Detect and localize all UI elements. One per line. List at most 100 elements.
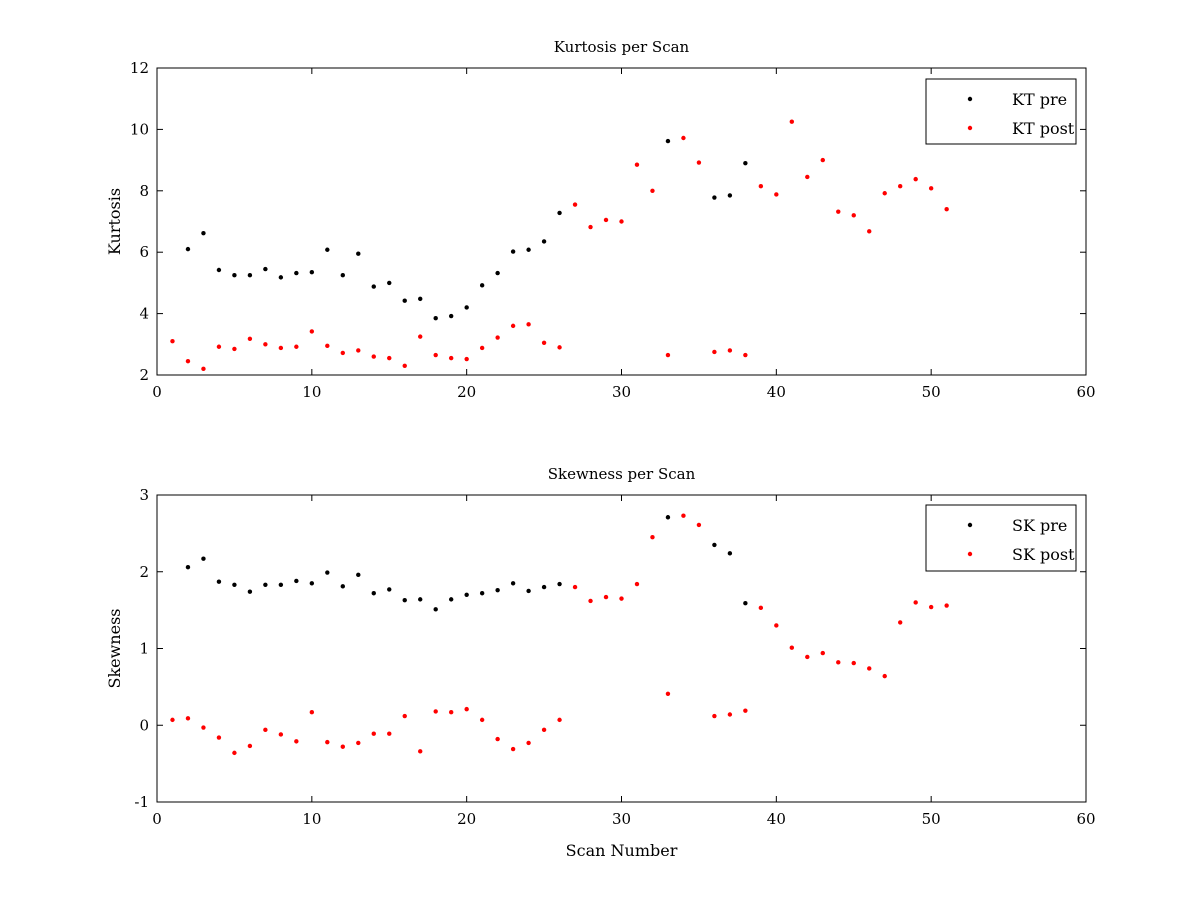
- data-point: [526, 322, 531, 327]
- data-point: [572, 202, 578, 207]
- data-point: [402, 363, 407, 368]
- x-tick-label: 30: [612, 810, 631, 828]
- data-point: [712, 542, 717, 548]
- data-point: [232, 750, 237, 756]
- data-point: [882, 673, 887, 679]
- data-point: [356, 251, 361, 256]
- data-point: [913, 600, 918, 605]
- data-point: [340, 350, 345, 356]
- data-point: [325, 343, 330, 349]
- data-point: [294, 344, 299, 349]
- data-point: [387, 280, 392, 286]
- data-point: [510, 323, 516, 329]
- legend-entry: SK post: [1012, 545, 1075, 564]
- legend-entry: SK pre: [1012, 516, 1067, 535]
- data-point: [294, 739, 299, 744]
- data-point: [928, 186, 934, 191]
- data-point: [526, 247, 531, 252]
- data-point: [588, 598, 593, 604]
- data-point: [309, 329, 315, 334]
- data-point: [232, 582, 237, 587]
- legend-box: [925, 78, 1077, 145]
- y-tick-label: -1: [134, 793, 149, 811]
- data-point: [371, 354, 376, 359]
- data-point: [371, 284, 376, 289]
- data-point: [944, 207, 949, 212]
- data-point: [232, 273, 237, 278]
- data-point: [201, 556, 206, 561]
- y-tick-label: 12: [130, 59, 149, 77]
- data-point: [433, 709, 438, 714]
- data-point: [402, 298, 407, 303]
- data-point: [201, 725, 206, 730]
- data-point: [495, 270, 500, 276]
- data-point: [402, 597, 407, 603]
- data-point: [263, 727, 268, 733]
- data-point: [278, 275, 284, 280]
- data-point: [665, 515, 671, 520]
- data-point: [557, 345, 562, 350]
- data-point: [681, 513, 686, 518]
- data-point: [247, 743, 253, 749]
- x-tick-label: 20: [457, 383, 476, 401]
- x-tick-label: 60: [1076, 383, 1095, 401]
- data-point: [387, 731, 392, 736]
- data-point: [201, 230, 206, 236]
- data-point: [418, 334, 423, 339]
- data-point: [712, 713, 717, 719]
- data-point: [464, 305, 469, 310]
- y-axis-label: Kurtosis: [105, 188, 124, 255]
- data-point: [712, 195, 717, 200]
- data-point: [448, 710, 454, 715]
- data-point: [418, 597, 423, 602]
- data-point: [433, 316, 438, 321]
- data-point: [774, 623, 779, 628]
- data-point: [526, 740, 531, 746]
- data-point: [727, 348, 733, 353]
- x-tick-label: 50: [922, 383, 941, 401]
- data-point: [278, 582, 284, 587]
- data-point: [170, 339, 175, 344]
- data-point: [743, 352, 748, 358]
- data-point: [665, 691, 671, 696]
- data-point: [913, 176, 918, 182]
- legend: KT pre KT post: [925, 78, 1077, 145]
- data-point: [789, 119, 795, 124]
- legend-marker: [967, 125, 973, 131]
- data-point: [294, 270, 299, 276]
- data-point: [356, 740, 361, 746]
- x-tick-label: 20: [457, 810, 476, 828]
- data-point: [557, 210, 562, 216]
- series-post: [170, 119, 949, 372]
- data-point: [418, 296, 423, 302]
- chart-title: Kurtosis per Scan: [554, 38, 690, 56]
- data-point: [479, 591, 485, 596]
- data-point: [805, 174, 810, 180]
- data-point: [479, 345, 485, 351]
- y-tick-label: 6: [139, 243, 149, 261]
- y-tick-label: 3: [139, 486, 149, 504]
- data-point: [216, 735, 222, 740]
- data-point: [387, 587, 392, 592]
- data-point: [743, 160, 748, 166]
- data-point: [185, 246, 191, 252]
- data-point: [278, 732, 284, 737]
- data-point: [588, 224, 593, 230]
- y-tick-label: 8: [139, 182, 149, 200]
- data-point: [541, 239, 547, 244]
- data-point: [898, 620, 903, 625]
- legend-marker: [967, 522, 973, 528]
- data-point: [603, 217, 609, 223]
- x-tick-label: 10: [302, 383, 321, 401]
- x-tick-label: 50: [922, 810, 941, 828]
- data-point: [371, 731, 376, 736]
- data-point: [247, 589, 253, 594]
- x-tick-label: 10: [302, 810, 321, 828]
- data-point: [712, 349, 717, 355]
- data-point: [541, 584, 547, 590]
- data-point: [882, 191, 887, 196]
- data-point: [170, 717, 175, 723]
- data-point: [665, 352, 671, 358]
- data-point: [634, 162, 640, 167]
